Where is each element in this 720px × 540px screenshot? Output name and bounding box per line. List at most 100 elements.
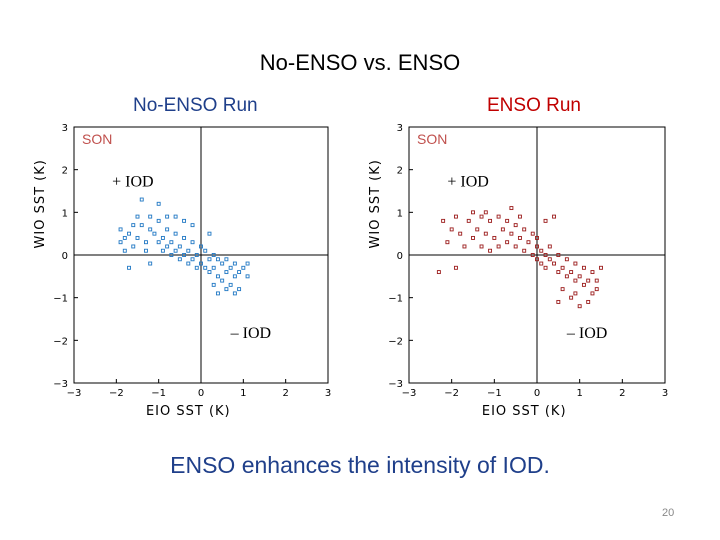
chart1-x-tick-label: −3 <box>67 388 82 399</box>
chart2-data-point <box>462 244 467 249</box>
chart1-x-tick-label: 2 <box>282 388 288 399</box>
chart2-data-point <box>445 240 450 245</box>
chart1-data-point <box>245 261 250 266</box>
chart2-data-point <box>500 227 505 232</box>
chart2-data-point <box>522 248 527 253</box>
slide-footer: ENSO enhances the intensity of IOD. <box>170 452 550 478</box>
chart2-data-point <box>509 206 514 211</box>
chart2-data-point <box>569 295 574 300</box>
slide-title: No-ENSO vs. ENSO <box>259 50 461 75</box>
chart2-data-point <box>466 218 471 223</box>
chart1-data-point <box>224 257 229 262</box>
chart1-y-axis-label: WIO SST (K) <box>33 159 48 248</box>
chart1-data-point <box>135 235 140 240</box>
chart1-data-point <box>199 244 203 249</box>
chart2-data-point <box>530 231 535 236</box>
chart1-data-point <box>139 223 144 228</box>
chart2-data-point <box>560 287 565 292</box>
chart1-data-point <box>173 248 178 253</box>
chart1-y-tick-label: 0 <box>62 251 68 262</box>
chart2-data-point <box>505 218 510 223</box>
chart1-data-point <box>165 214 170 219</box>
chart2-data-point <box>488 218 493 223</box>
chart2-y-axis-label: WIO SST (K) <box>368 159 383 248</box>
chart2-data-point <box>547 244 552 249</box>
no-enso-panel-title: No-ENSO Run <box>133 95 258 116</box>
chart1-data-point <box>165 227 170 232</box>
chart2-y-tick-label: 1 <box>397 208 403 219</box>
chart1-data-point <box>177 244 182 249</box>
chart1-x-tick-label: −1 <box>151 388 166 399</box>
chart2-data-point <box>535 235 539 240</box>
chart1-data-point <box>203 265 208 270</box>
chart1-data-point <box>177 257 182 262</box>
chart1-data-point <box>232 261 237 266</box>
chart2-data-point <box>496 214 501 219</box>
chart1-data-point <box>160 248 165 253</box>
chart2-y-tick-label: −2 <box>388 336 403 347</box>
chart2-data-point <box>543 253 548 257</box>
chart1-data-point <box>144 240 148 245</box>
chart1-x-axis-label: EIO SST (K) <box>146 404 231 419</box>
chart1-x-tick-label: 3 <box>325 388 331 399</box>
chart2-x-tick-label: −1 <box>487 388 502 399</box>
chart2-data-point <box>552 214 557 219</box>
chart2-data-point <box>513 244 518 249</box>
chart2-data-point <box>483 231 488 236</box>
chart1-y-tick-label: −3 <box>53 379 68 390</box>
chart2-data-point <box>475 227 480 232</box>
chart1-y-tick-label: 1 <box>62 208 68 219</box>
chart1-data-point <box>232 291 237 296</box>
chart1-data-point <box>131 223 136 228</box>
chart1-data-point <box>190 240 195 245</box>
chart2-data-point <box>581 265 586 270</box>
enso-panel-title: ENSO Run <box>487 95 581 116</box>
chart2-data-point <box>556 299 561 304</box>
chart1-x-tick-label: 1 <box>240 388 246 399</box>
chart1-data-point <box>207 257 212 262</box>
chart1-x-tick-label: −2 <box>109 388 124 399</box>
chart1-data-point <box>169 240 174 245</box>
chart1-data-point <box>215 257 220 262</box>
chart2-data-point <box>564 257 569 262</box>
chart1-data-point <box>237 270 242 275</box>
chart2-data-point <box>590 291 595 296</box>
chart1-data-point <box>232 274 237 279</box>
chart2-negative-iod-label: – IOD <box>566 325 607 342</box>
chart2-x-axis-label: EIO SST (K) <box>482 404 567 419</box>
chart1-data-point <box>135 214 140 219</box>
chart1-data-point <box>211 253 216 257</box>
chart2-data-point <box>449 227 454 232</box>
chart1-data-point <box>186 261 191 266</box>
chart1-data-point <box>127 231 131 236</box>
chart2-data-point <box>594 278 599 283</box>
chart1-data-point <box>211 265 216 270</box>
chart2-y-tick-label: −1 <box>388 294 403 305</box>
chart2-data-point <box>564 274 569 279</box>
chart1-data-point <box>182 218 187 223</box>
chart1-data-point <box>156 218 161 223</box>
chart1-data-point <box>237 287 242 292</box>
chart1-y-tick-label: −2 <box>53 336 68 347</box>
chart1-data-point <box>245 274 250 279</box>
chart1-data-point <box>139 197 144 202</box>
chart1-data-point <box>182 235 187 240</box>
chart1-y-tick-label: −1 <box>53 294 68 305</box>
chart1-positive-iod-label: + IOD <box>112 174 153 191</box>
chart1-y-tick-label: 2 <box>62 166 68 177</box>
chart1-data-point <box>224 287 229 292</box>
chart1-data-point <box>215 274 220 279</box>
chart2-y-tick-label: 3 <box>397 123 403 134</box>
chart2-data-point <box>453 214 458 219</box>
chart2-data-point <box>492 235 497 240</box>
chart2-data-point <box>577 274 582 279</box>
chart2-y-tick-label: −3 <box>388 379 403 390</box>
chart1-data-point <box>194 253 199 257</box>
chart2-data-point <box>590 270 595 275</box>
chart2-data-point <box>522 227 527 232</box>
chart1-data-point <box>160 235 165 240</box>
chart1-data-point <box>148 214 153 219</box>
chart2-data-point <box>539 261 544 266</box>
chart2-data-point <box>496 244 501 249</box>
chart2-data-point <box>535 257 539 262</box>
